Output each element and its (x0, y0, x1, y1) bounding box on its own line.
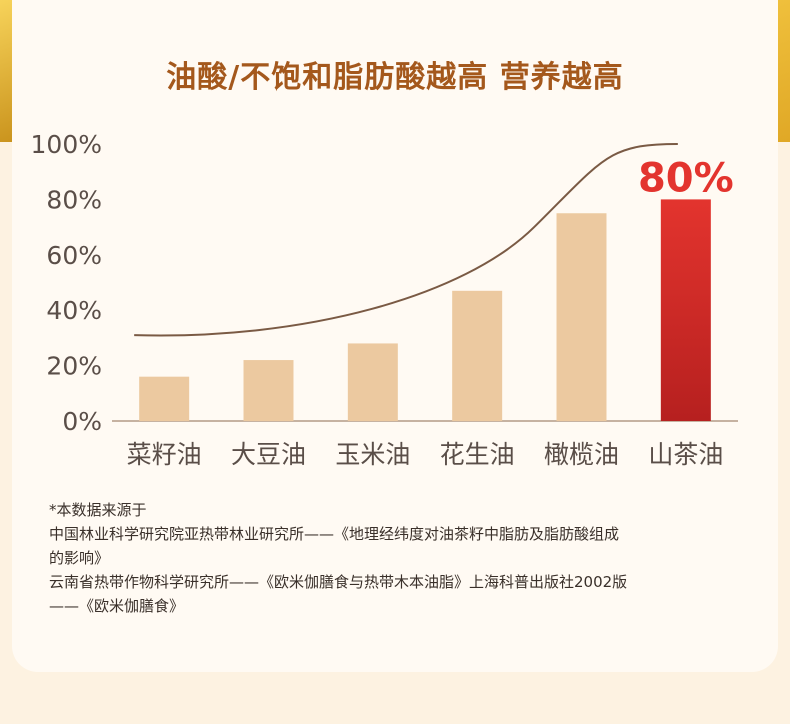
highlight-data-label: 80% (638, 155, 734, 201)
source-note-line: 的影响》 (49, 549, 110, 567)
y-tick-label: 40% (46, 296, 102, 325)
bar (139, 376, 190, 421)
y-tick-label: 20% (46, 352, 102, 381)
bar-highlight (660, 199, 711, 421)
x-tick-label: 花生油 (440, 440, 515, 469)
y-tick-label: 60% (46, 241, 102, 270)
y-tick-label: 80% (46, 185, 102, 214)
bar (347, 343, 398, 421)
y-tick-label: 100% (31, 130, 102, 159)
x-tick-label: 大豆油 (231, 440, 306, 469)
x-tick-label: 玉米油 (335, 440, 410, 469)
x-tick-label: 菜籽油 (127, 440, 202, 469)
y-tick-label: 0% (62, 407, 102, 436)
bar (556, 213, 607, 421)
x-tick-label: 山茶油 (648, 440, 723, 469)
bar-chart: 0% 20% 40% 60% 80% 100% 菜籽油 大豆油 玉米油 花生油 橄榄油 山茶油 80% (31, 130, 738, 469)
x-tick-label: 橄榄油 (544, 440, 619, 469)
source-note-line: 云南省热带作物科学研究所——《欧米伽膳食与热带木本油脂》上海科普出版社2002版 (49, 573, 628, 591)
trend-curve (134, 143, 678, 337)
source-note-line: ——《欧米伽膳食》 (49, 597, 185, 615)
source-note-line: 中国林业科学研究院亚热带林业研究所——《地理经纬度对油茶籽中脂肪及脂肪酸组成 (49, 525, 620, 543)
bar (243, 360, 294, 421)
chart-title: 油酸/不饱和脂肪酸越高 营养越高 (166, 60, 624, 95)
source-note-line: *本数据来源于 (49, 501, 147, 519)
bar (452, 290, 503, 421)
source-notes: *本数据来源于 中国林业科学研究院亚热带林业研究所——《地理经纬度对油茶籽中脂肪… (49, 498, 769, 618)
